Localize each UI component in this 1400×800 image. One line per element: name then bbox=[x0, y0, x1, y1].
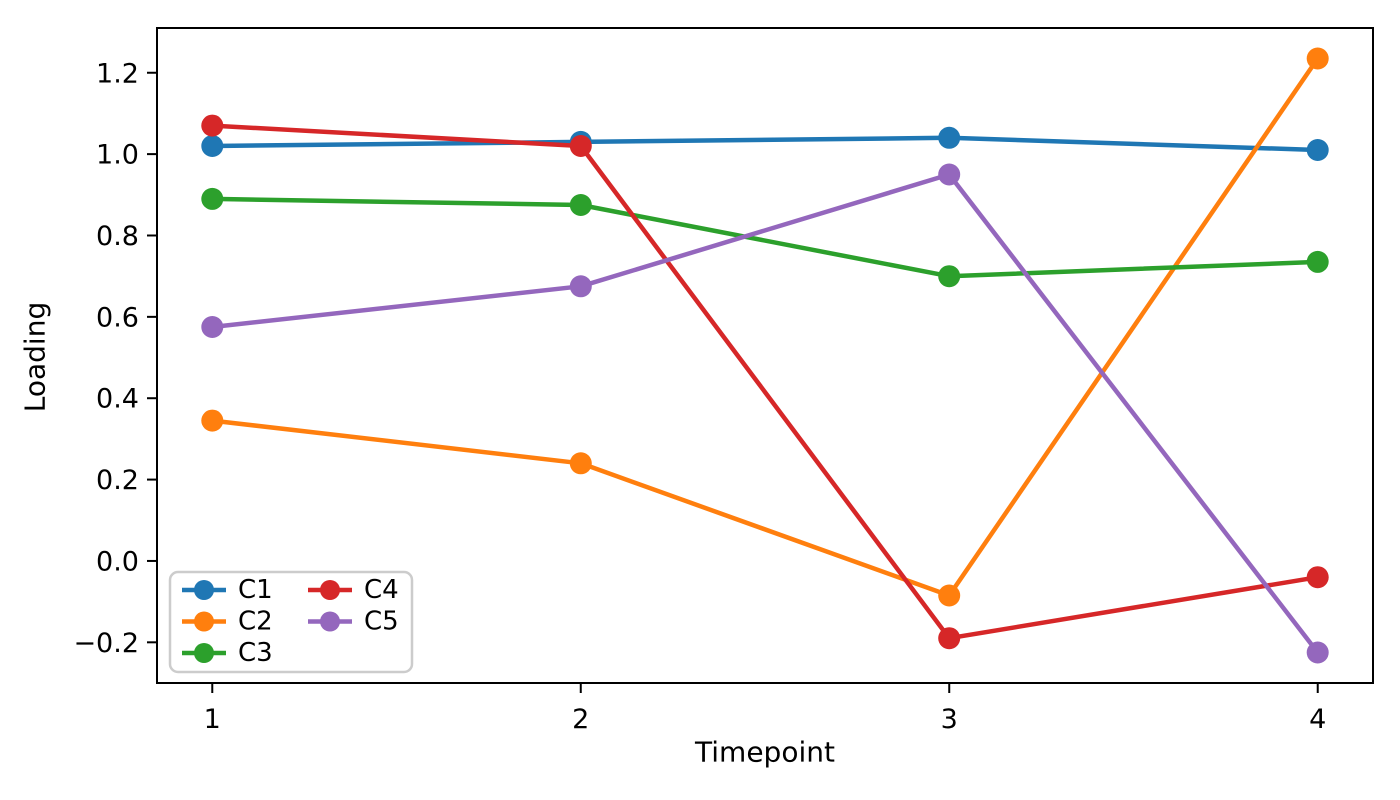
legend-label-C2: C2 bbox=[238, 607, 273, 637]
x-tick-label-3: 3 bbox=[941, 704, 958, 735]
y-tick-label-0.0: 0.0 bbox=[96, 546, 139, 577]
plot-border bbox=[156, 27, 1374, 684]
series-line-C2 bbox=[210, 56, 1320, 598]
series-C3-point-2 bbox=[569, 194, 592, 216]
series-C5-point-3 bbox=[938, 163, 961, 186]
legend-label-C1: C1 bbox=[238, 575, 273, 605]
legend-marker-icon-C2 bbox=[194, 611, 214, 632]
y-tick-label-0.8: 0.8 bbox=[96, 221, 139, 252]
series-C5-point-4 bbox=[1306, 641, 1329, 664]
series-C3-point-1 bbox=[201, 187, 224, 210]
series-C4-point-3 bbox=[938, 627, 961, 650]
series-C1-point-4 bbox=[1306, 139, 1329, 161]
series-C4-point-1 bbox=[201, 114, 224, 137]
y-axis-label: Loading bbox=[18, 301, 52, 413]
series-C4-point-2 bbox=[569, 135, 592, 157]
series-C2-point-4 bbox=[1306, 47, 1329, 70]
x-tick-label-1: 1 bbox=[204, 704, 221, 735]
y-tick-label-0.6: 0.6 bbox=[96, 302, 139, 333]
series-C4-point-4 bbox=[1306, 566, 1329, 589]
series-line-C3 bbox=[210, 196, 1320, 279]
y-tick-label-1.0: 1.0 bbox=[96, 140, 139, 171]
series-C3-point-4 bbox=[1306, 250, 1329, 273]
series-C5-point-1 bbox=[201, 316, 224, 338]
series-C2-point-1 bbox=[201, 409, 224, 432]
legend-marker-icon-C5 bbox=[320, 611, 340, 632]
legend-label-C3: C3 bbox=[238, 638, 273, 668]
series-line-C1 bbox=[210, 135, 1320, 153]
y-tick-label-−0.2: −0.2 bbox=[73, 628, 139, 659]
legend-marker-icon-C3 bbox=[194, 643, 214, 663]
series-line-C4 bbox=[210, 123, 1320, 641]
x-axis-label: Timepoint bbox=[695, 735, 835, 769]
legend-box bbox=[168, 570, 414, 674]
y-tick-label-0.2: 0.2 bbox=[96, 465, 139, 496]
legend-label-C5: C5 bbox=[364, 607, 399, 637]
y-tick-label-0.4: 0.4 bbox=[96, 384, 139, 415]
series-C1-point-3 bbox=[938, 126, 961, 149]
series-C5-point-2 bbox=[569, 275, 592, 298]
legend-label-C4: C4 bbox=[364, 575, 399, 605]
legend-marker-icon-C1 bbox=[194, 580, 214, 600]
series-C2-point-2 bbox=[569, 452, 592, 475]
series-C3-point-3 bbox=[938, 265, 961, 288]
x-tick-label-4: 4 bbox=[1309, 704, 1326, 735]
series-C1-point-1 bbox=[201, 135, 224, 157]
legend-marker-icon-C4 bbox=[320, 580, 340, 600]
series-line-C5 bbox=[210, 172, 1320, 655]
series-C2-point-3 bbox=[938, 584, 961, 607]
y-tick-label-1.2: 1.2 bbox=[96, 58, 139, 89]
x-tick-label-2: 2 bbox=[572, 704, 589, 735]
